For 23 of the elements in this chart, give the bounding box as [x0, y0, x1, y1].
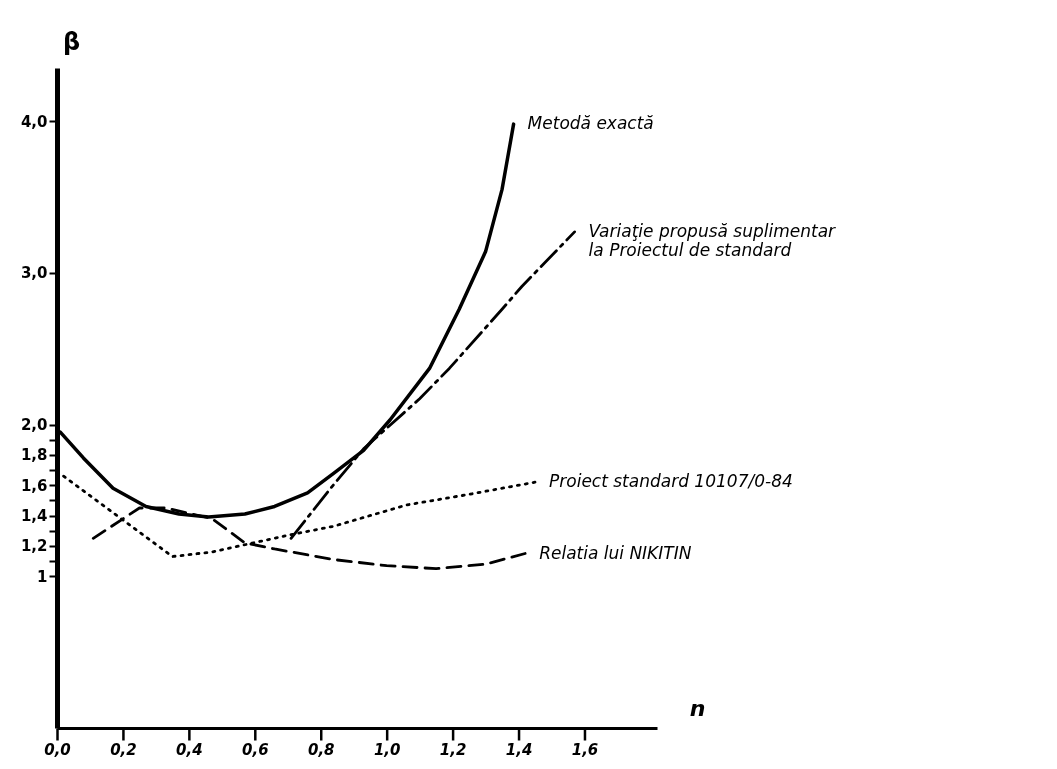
x-tick-label: 1,4 [505, 740, 533, 759]
y-axis-title: β [62, 27, 81, 56]
series-label: Metodă exactă [527, 113, 654, 134]
x-axis-title: n [689, 695, 706, 721]
y-tick-label: 1,6 [20, 476, 48, 495]
series-label: Variaţie propusă suplimentar la Proiectul de standard [588, 220, 837, 260]
y-tick-label: 4,0 [20, 112, 48, 131]
x-tick-label: 1,2 [439, 740, 467, 759]
x-tick-label: 0,0 [44, 740, 71, 759]
y-tick-label: 2,0 [20, 416, 48, 435]
y-tick-label: 1,4 [20, 507, 48, 526]
series-label: Proiect standard 10107/0-84 [549, 471, 793, 492]
series-label: Relatia lui NIKITIN [539, 542, 692, 563]
x-tick-label: 1,6 [571, 740, 599, 759]
x-tick-label: 0,4 [176, 740, 203, 759]
y-tick-label: 1,8 [20, 446, 48, 465]
y-tick-label: 1 [37, 567, 48, 586]
y-tick-label: 3,0 [20, 264, 48, 283]
y-tick-label: 1,2 [20, 537, 48, 556]
x-tick-label: 0,8 [307, 740, 335, 759]
x-tick-label: 0,2 [110, 740, 137, 759]
x-tick-label: 1,0 [373, 740, 401, 759]
x-tick-label: 0,6 [242, 740, 269, 759]
